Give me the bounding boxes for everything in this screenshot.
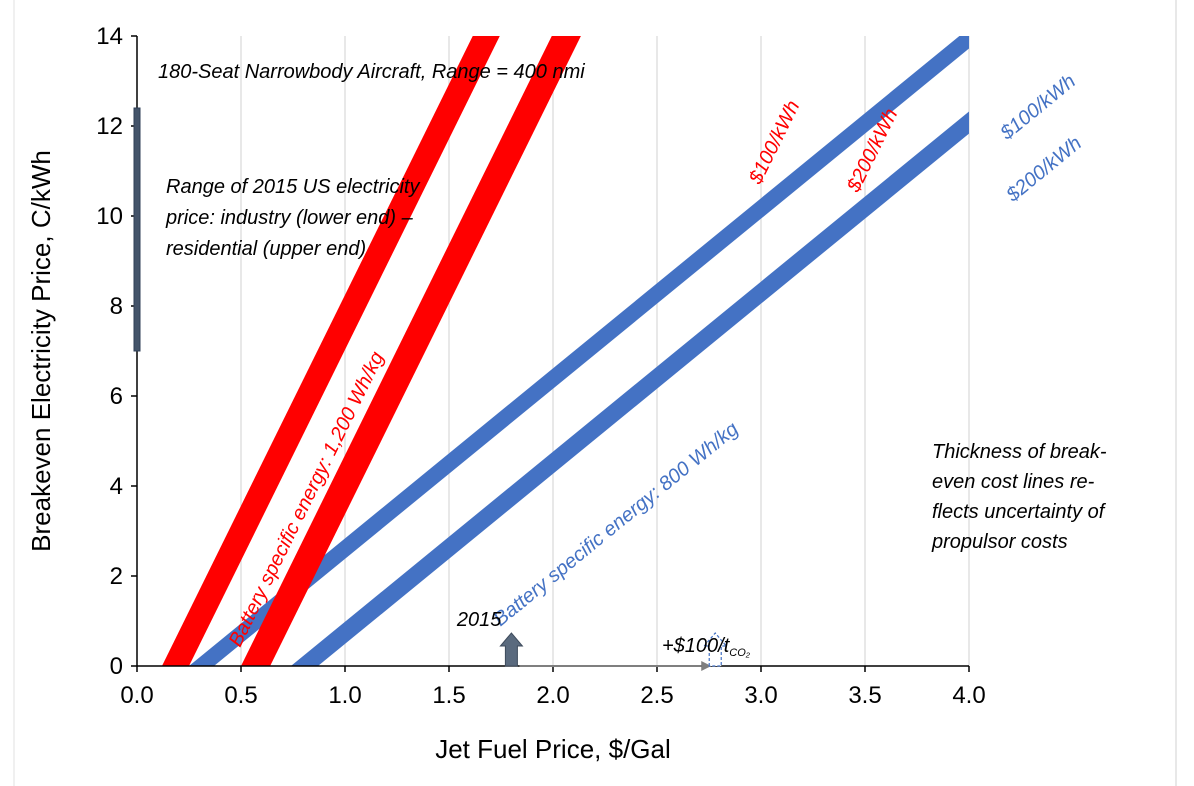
breakeven-band [189, 36, 969, 666]
year-2015-arrow [499, 632, 524, 667]
electricity-range-note-line: residential (upper end) [166, 238, 366, 260]
thickness-note-line: even cost lines re- [932, 471, 1095, 493]
y-tick-label: 10 [96, 203, 123, 230]
y-axis-title: Breakeven Electricity Price, C/kWh [26, 150, 56, 552]
x-axis-title: Jet Fuel Price, $/Gal [435, 734, 671, 764]
y-tick-label: 0 [110, 653, 123, 680]
breakeven-band [290, 111, 969, 666]
electricity-range-note-line: Range of 2015 US electricity [166, 176, 420, 198]
year-2015-label: 2015 [456, 609, 502, 631]
thickness-note-line: flects uncertainty of [932, 501, 1107, 523]
x-tick-label: 0.0 [120, 682, 153, 709]
x-tick-label: 3.5 [848, 682, 881, 709]
y-tick-label: 4 [110, 473, 123, 500]
thickness-note-line: propulsor costs [931, 531, 1068, 553]
electricity-price-range-bar [133, 107, 141, 352]
y-tick-label: 8 [110, 293, 123, 320]
breakeven-band [241, 36, 581, 666]
breakeven-band [161, 36, 500, 666]
y-tick-label: 14 [96, 23, 123, 50]
electricity-range-note-line: price: industry (lower end) – [165, 207, 414, 229]
y-tick-label: 12 [96, 113, 123, 140]
breakeven-bands [161, 36, 969, 666]
co2-price-dashed-arrow [702, 632, 728, 667]
co2-tax-label: +$100/tCO₂ [662, 635, 751, 659]
x-tick-label: 2.5 [640, 682, 673, 709]
co2-shift-arrowhead [701, 661, 712, 671]
x-tick-label: 1.0 [328, 682, 361, 709]
x-tick-label: 0.5 [224, 682, 257, 709]
x-tick-label: 4.0 [952, 682, 985, 709]
grid-lines [240, 36, 970, 666]
y-tick-label: 2 [110, 563, 123, 590]
tick-labels: 0.0 0.5 1.0 1.5 2.0 2.5 3.0 3.5 4.0 0 2 4 6 8 10 12 14 [96, 23, 985, 709]
x-tick-label: 1.5 [432, 682, 465, 709]
y-tick-label: 6 [110, 383, 123, 410]
chart-title: 180-Seat Narrowbody Aircraft, Range = 40… [158, 61, 585, 83]
thickness-note-line: Thickness of break- [932, 441, 1107, 463]
x-tick-label: 3.0 [744, 682, 777, 709]
x-tick-label: 2.0 [536, 682, 569, 709]
